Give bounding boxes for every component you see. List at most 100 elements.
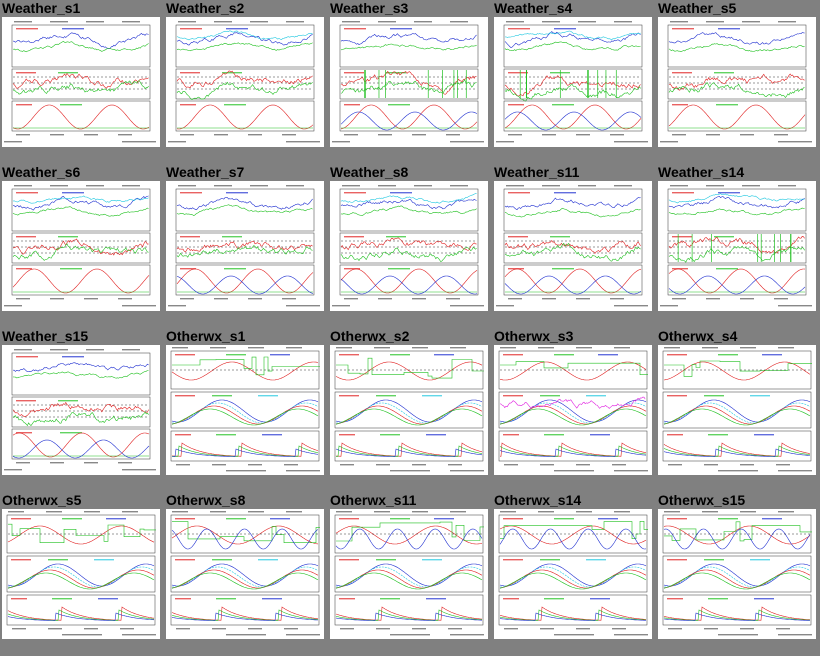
- thumbnail-image[interactable]: [494, 17, 652, 147]
- thumbnail-image[interactable]: [2, 345, 160, 475]
- thumbnail-cell[interactable]: Weather_s4: [492, 0, 656, 164]
- thumbnail-image[interactable]: [658, 509, 816, 639]
- legend-text: [339, 434, 355, 436]
- blue-wave-line: [663, 399, 811, 423]
- middle-panel: [662, 555, 812, 593]
- legend-text: [590, 434, 610, 436]
- thumbnail-cell[interactable]: Weather_s8: [328, 164, 492, 328]
- thumbnail-image[interactable]: [330, 345, 488, 475]
- thumbnail-image[interactable]: [494, 345, 652, 475]
- thumbnail-image[interactable]: [330, 509, 488, 639]
- thumbnail-image[interactable]: [658, 181, 816, 311]
- axis-date-text: [284, 464, 298, 466]
- thumbnail-title[interactable]: Weather_s3: [330, 0, 409, 16]
- axis-date-text: [704, 628, 718, 630]
- bottom-panel: [503, 264, 643, 296]
- red-series-line: [12, 401, 149, 418]
- cyan-series-line: [176, 30, 313, 41]
- thumbnail-cell[interactable]: Weather_s14: [656, 164, 820, 328]
- thumbnail-title[interactable]: Weather_s15: [2, 328, 89, 344]
- plot-header-text: [500, 347, 516, 349]
- thumbnail-image[interactable]: [658, 17, 816, 147]
- legend-text: [339, 354, 359, 356]
- legend-text: [667, 434, 683, 436]
- plot-thumbnail-svg: [662, 347, 812, 472]
- thumbnail-cell[interactable]: Weather_s5: [656, 0, 820, 164]
- thumbnail-image[interactable]: [494, 181, 652, 311]
- top-panel: [662, 514, 812, 554]
- cyan-wave-line: [335, 566, 483, 588]
- red-wave-line: [340, 104, 478, 130]
- thumbnail-title[interactable]: Otherwx_s11: [330, 492, 417, 508]
- thumbnail-title[interactable]: Weather_s5: [658, 0, 737, 16]
- thumbnail-image[interactable]: [2, 181, 160, 311]
- cyan-series-line: [505, 30, 641, 41]
- thumbnail-cell[interactable]: Otherwx_s4: [656, 328, 820, 492]
- blue-decay-line: [7, 612, 155, 621]
- thumbnail-image[interactable]: [166, 17, 324, 147]
- legend-text: [175, 354, 195, 356]
- thumbnail-cell[interactable]: Weather_s3: [328, 0, 492, 164]
- thumbnail-title[interactable]: Otherwx_s3: [494, 328, 574, 344]
- plot-header-text: [122, 185, 140, 187]
- thumbnail-cell[interactable]: Otherwx_s8: [164, 492, 328, 656]
- thumbnail-cell[interactable]: Weather_s7: [164, 164, 328, 328]
- thumbnail-cell[interactable]: Otherwx_s14: [492, 492, 656, 656]
- thumbnail-cell[interactable]: Otherwx_s3: [492, 328, 656, 492]
- axis-date-text: [118, 462, 132, 464]
- legend-text: [344, 192, 366, 194]
- thumbnail-title[interactable]: Weather_s11: [494, 164, 580, 180]
- thumbnail-title[interactable]: Weather_s6: [2, 164, 81, 180]
- thumbnail-cell[interactable]: Otherwx_s11: [328, 492, 492, 656]
- thumbnail-title[interactable]: Weather_s14: [658, 164, 745, 180]
- thumbnail-title[interactable]: Weather_s7: [166, 164, 245, 180]
- weather-plot: [168, 21, 320, 143]
- legend-text: [672, 236, 692, 238]
- thumbnail-image[interactable]: [330, 17, 488, 147]
- thumbnail-image[interactable]: [2, 509, 160, 639]
- thumbnail-cell[interactable]: Weather_s11: [492, 164, 656, 328]
- bottom-panel: [175, 264, 315, 296]
- thumbnail-cell[interactable]: Otherwx_s2: [328, 328, 492, 492]
- thumbnail-cell[interactable]: Weather_s2: [164, 0, 328, 164]
- bottom-panel: [11, 100, 151, 132]
- blue-wave-line: [668, 275, 806, 295]
- thumbnail-title[interactable]: Otherwx_s8: [166, 492, 246, 508]
- footer-text: [450, 141, 484, 143]
- thumbnail-title[interactable]: Otherwx_s2: [330, 328, 410, 344]
- thumbnail-cell[interactable]: Otherwx_s1: [164, 328, 328, 492]
- thumbnail-cell[interactable]: Otherwx_s5: [0, 492, 164, 656]
- thumbnail-image[interactable]: [494, 509, 652, 639]
- thumbnail-title[interactable]: Weather_s8: [330, 164, 409, 180]
- thumbnail-title[interactable]: Otherwx_s15: [658, 492, 746, 508]
- thumbnail-image[interactable]: [166, 509, 324, 639]
- thumbnail-title[interactable]: Weather_s4: [494, 0, 573, 16]
- green-series-line: [176, 81, 313, 100]
- plot-header-text: [86, 349, 104, 351]
- thumbnail-title[interactable]: Weather_s1: [2, 0, 81, 16]
- thumbnail-image[interactable]: [166, 181, 324, 311]
- red-series-line: [668, 73, 805, 91]
- thumbnail-cell[interactable]: Weather_s15: [0, 328, 164, 492]
- blue-wave-line: [176, 275, 314, 295]
- thumbnail-title[interactable]: Otherwx_s5: [2, 492, 82, 508]
- thumbnail-image[interactable]: [166, 345, 324, 475]
- thumbnail-title[interactable]: Weather_s2: [166, 0, 245, 16]
- legend-text: [672, 192, 694, 194]
- thumbnail-image[interactable]: [330, 181, 488, 311]
- thumbnail-image[interactable]: [2, 17, 160, 147]
- axis-date-text: [248, 464, 262, 466]
- plot-header-text: [210, 347, 226, 349]
- otherwx-plot: [170, 511, 320, 636]
- thumbnail-title[interactable]: Otherwx_s4: [658, 328, 738, 344]
- thumbnail-title[interactable]: Otherwx_s14: [494, 492, 582, 508]
- top-panel: [498, 514, 648, 554]
- thumbnail-cell[interactable]: Weather_s6: [0, 164, 164, 328]
- axis-date-text: [84, 298, 98, 300]
- thumbnail-image[interactable]: [658, 345, 816, 475]
- green-series-line: [176, 204, 313, 216]
- thumbnail-title[interactable]: Otherwx_s1: [166, 328, 246, 344]
- plot-thumbnail-svg: [660, 21, 812, 143]
- thumbnail-cell[interactable]: Otherwx_s15: [656, 492, 820, 656]
- thumbnail-cell[interactable]: Weather_s1: [0, 0, 164, 164]
